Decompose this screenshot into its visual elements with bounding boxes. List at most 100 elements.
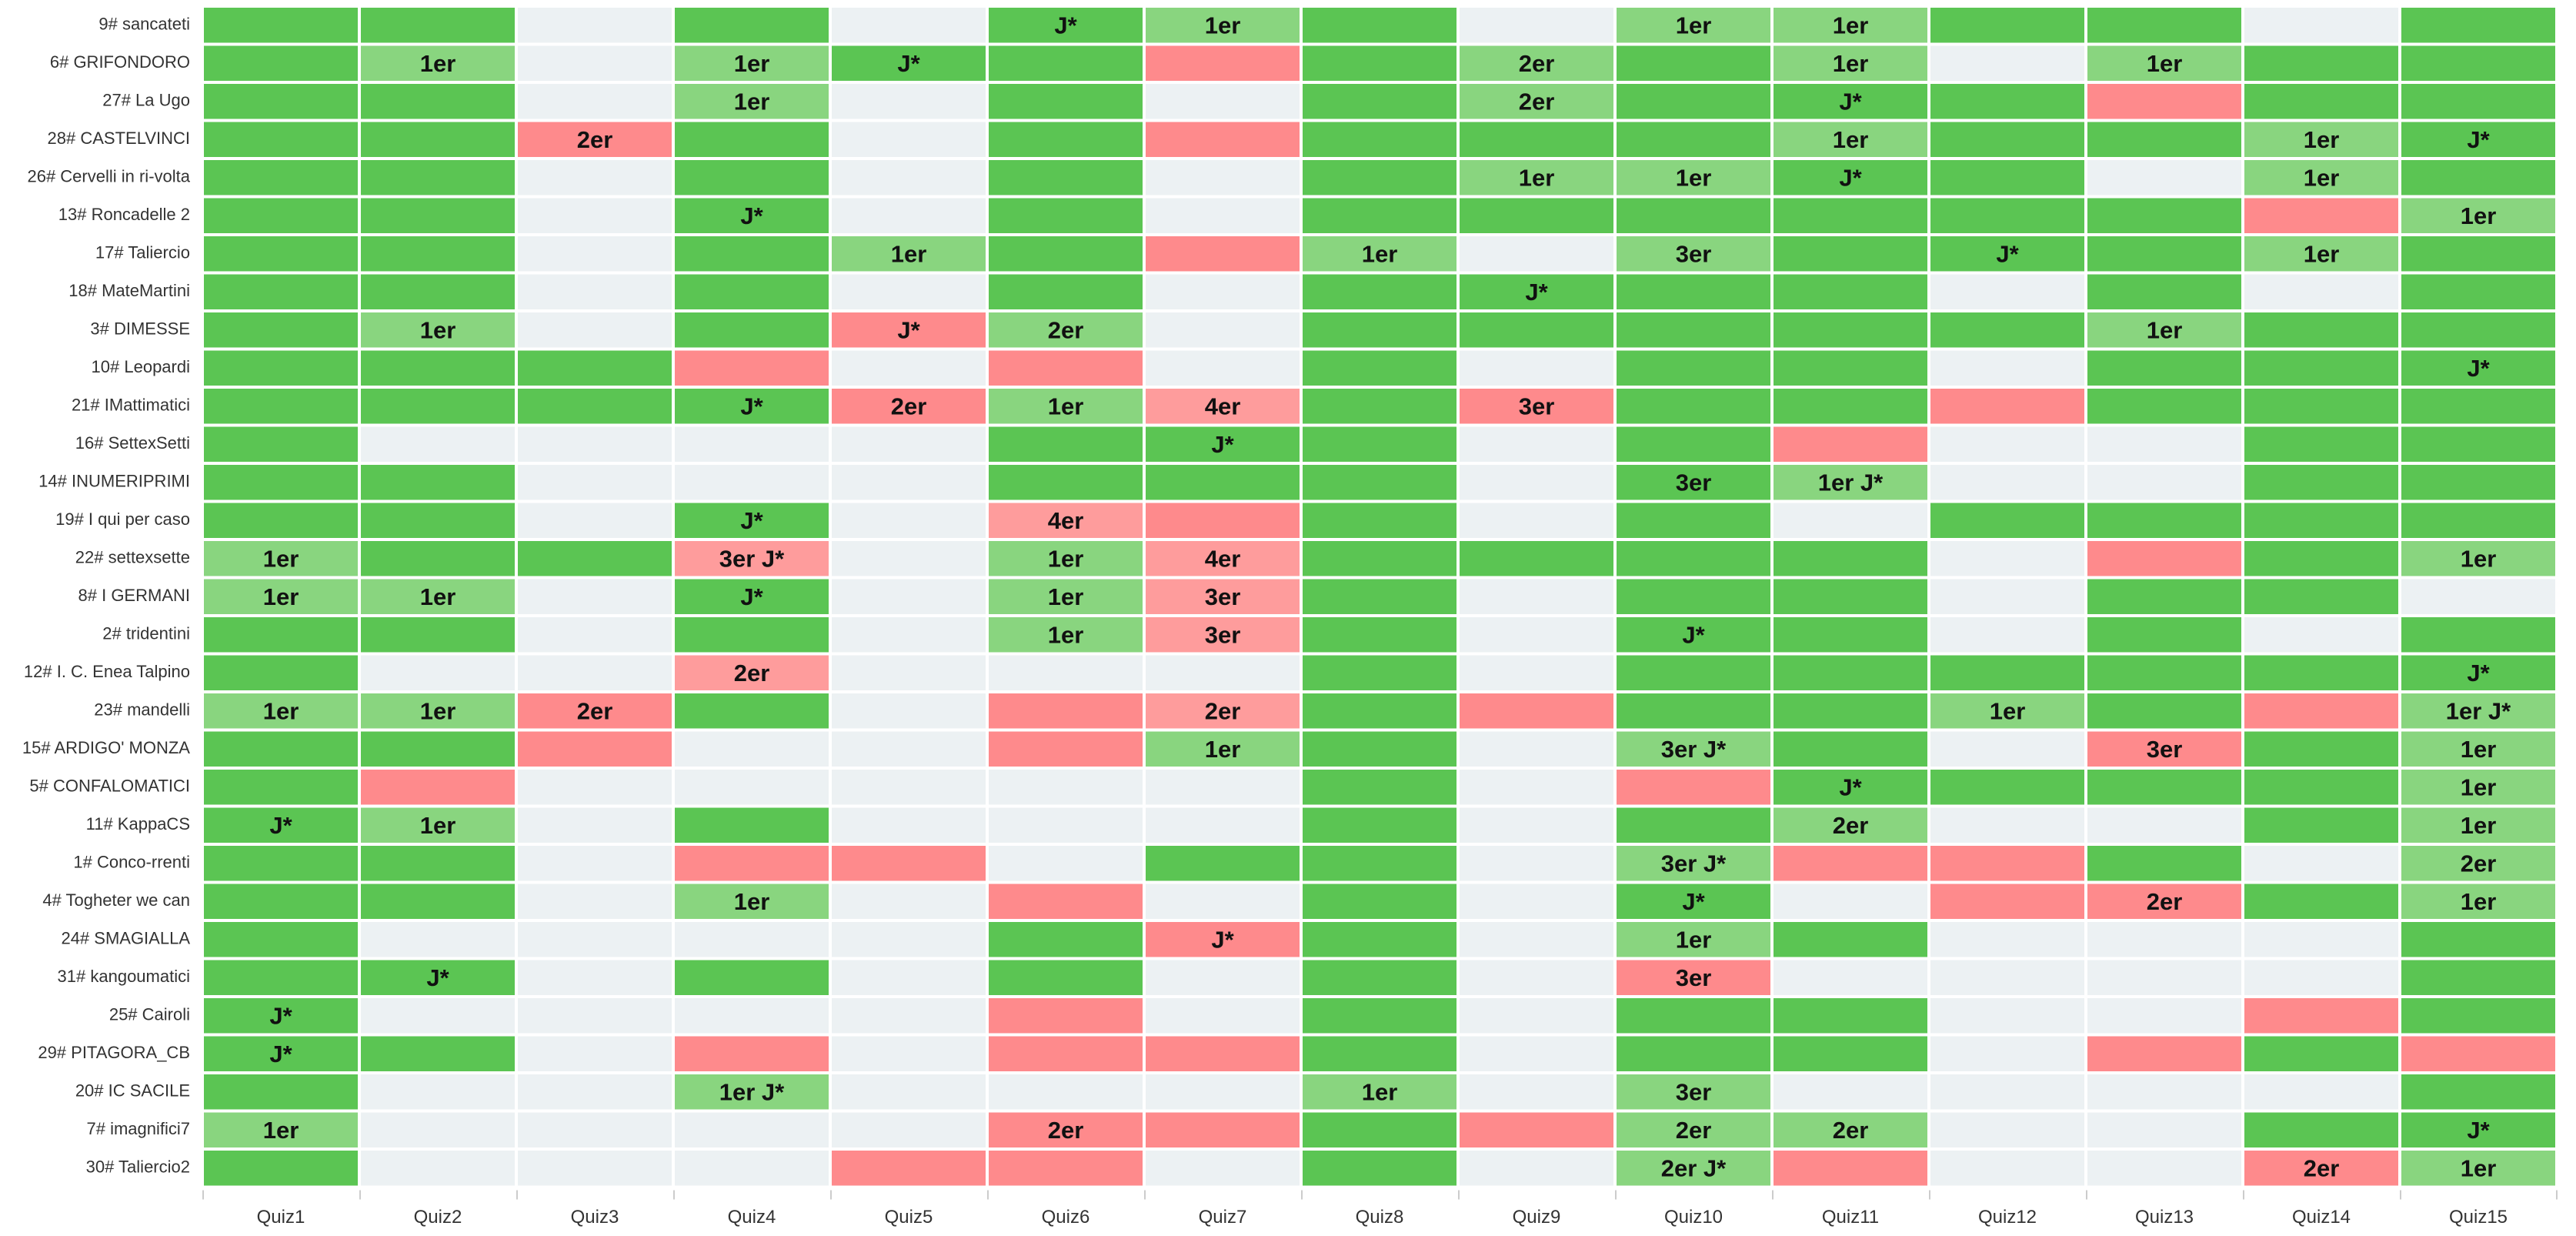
heatmap-cell [1774, 503, 1927, 538]
heatmap-cell [361, 1036, 515, 1071]
heatmap-cell [518, 770, 672, 805]
heatmap-cell [2244, 274, 2398, 309]
heatmap-cell [1303, 8, 1457, 43]
heatmap-cell [1460, 45, 1613, 81]
heatmap-cell [1617, 846, 1770, 881]
heatmap-cell [2401, 922, 2555, 957]
heatmap-cell [989, 731, 1143, 767]
heatmap-cell [361, 770, 515, 805]
heatmap-cell [361, 160, 515, 195]
heatmap-cell [1930, 541, 2084, 576]
heatmap-cell [204, 8, 358, 43]
heatmap-cell [1146, 503, 1300, 538]
heatmap-cell [1146, 960, 1300, 995]
heatmap-cell [2401, 503, 2555, 538]
cell-label: 1er [1048, 583, 1084, 610]
heatmap-cell [204, 350, 358, 386]
heatmap-cell [1617, 541, 1770, 576]
heatmap-cell [2401, 389, 2555, 424]
heatmap-cell [204, 1112, 358, 1147]
cell-label: J* [1525, 279, 1548, 306]
heatmap-cell [1460, 426, 1613, 462]
heatmap-cell [1460, 884, 1613, 919]
heatmap-cell [2087, 312, 2241, 348]
heatmap-cell [2244, 350, 2398, 386]
heatmap-cell [1460, 84, 1613, 119]
heatmap-cell [1460, 1151, 1613, 1186]
heatmap-cell [2401, 655, 2555, 690]
heatmap-cell [832, 465, 986, 500]
heatmap-cell [1460, 312, 1613, 348]
cell-label: J* [1054, 12, 1077, 38]
cell-label: 3er [1676, 240, 1712, 267]
heatmap-cell [2244, 960, 2398, 995]
heatmap-cell [2087, 846, 2241, 881]
heatmap-cell [1617, 84, 1770, 119]
heatmap-cells: J* 1er 1er 1er 1er 1er J* 2er 1er 1er 1er 2er J* 2er 1… [204, 8, 2555, 1186]
quiz-column-label: Quiz9 [1513, 1207, 1561, 1228]
heatmap-cell [2401, 1112, 2555, 1147]
team-label: 9# sancateti [98, 15, 190, 34]
cell-label: 1er [263, 1117, 299, 1144]
team-label: 8# I GERMANI [78, 586, 190, 605]
heatmap-cell [204, 236, 358, 272]
team-label: 16# SettexSetti [75, 433, 190, 453]
heatmap-cell [2401, 731, 2555, 767]
heatmap-cell [675, 426, 829, 462]
heatmap-cell [989, 389, 1143, 424]
heatmap-cell [204, 198, 358, 233]
cell-label: J* [740, 202, 763, 229]
heatmap-cell [1303, 922, 1457, 957]
team-label: 1# Conco-rrenti [73, 853, 190, 872]
heatmap-cell [1460, 846, 1613, 881]
heatmap-cell [518, 884, 672, 919]
heatmap-cell [518, 84, 672, 119]
heatmap-cell [989, 922, 1143, 957]
heatmap-cell [832, 770, 986, 805]
heatmap-cell [1774, 350, 1927, 386]
heatmap-cell [204, 541, 358, 576]
heatmap-cell [2087, 426, 2241, 462]
heatmap-cell [675, 465, 829, 500]
cell-label: 2er [2147, 888, 2183, 915]
heatmap-cell [1303, 350, 1457, 386]
heatmap-cell [2401, 236, 2555, 272]
heatmap-cell [361, 312, 515, 348]
quiz-column-label: Quiz7 [1199, 1207, 1247, 1228]
heatmap-cell [204, 45, 358, 81]
heatmap-cell [2401, 426, 2555, 462]
heatmap-cell [1303, 807, 1457, 843]
cell-label: 1er [1205, 12, 1241, 38]
heatmap-cell [1303, 160, 1457, 195]
heatmap-cell [1146, 1074, 1300, 1110]
heatmap-cell [1146, 541, 1300, 576]
heatmap-cell [2087, 807, 2241, 843]
heatmap-cell [204, 846, 358, 881]
heatmap-cell [832, 350, 986, 386]
heatmap-cell [2087, 693, 2241, 729]
heatmap-cell [2244, 198, 2398, 233]
heatmap-cell [518, 579, 672, 614]
heatmap-cell [361, 617, 515, 653]
heatmap-cell [204, 1074, 358, 1110]
cell-label: J* [1682, 888, 1705, 915]
heatmap-cell [832, 1112, 986, 1147]
heatmap-cell [989, 579, 1143, 614]
heatmap-cell [1774, 693, 1927, 729]
cell-label: 1er J* [2446, 697, 2511, 724]
heatmap-cell [1460, 8, 1613, 43]
heatmap-cell [361, 84, 515, 119]
heatmap-cell [675, 998, 829, 1034]
heatmap-cell [989, 770, 1143, 805]
heatmap-cell [2401, 160, 2555, 195]
heatmap-cell [1146, 122, 1300, 157]
heatmap-cell [2244, 45, 2398, 81]
heatmap-cell [2401, 693, 2555, 729]
heatmap-cell [675, 350, 829, 386]
heatmap-cell [204, 807, 358, 843]
heatmap-cell [1303, 884, 1457, 919]
heatmap-cell [1146, 770, 1300, 805]
cell-label: 1er [1048, 621, 1084, 648]
heatmap-cell [1303, 465, 1457, 500]
cell-label: J* [740, 507, 763, 534]
